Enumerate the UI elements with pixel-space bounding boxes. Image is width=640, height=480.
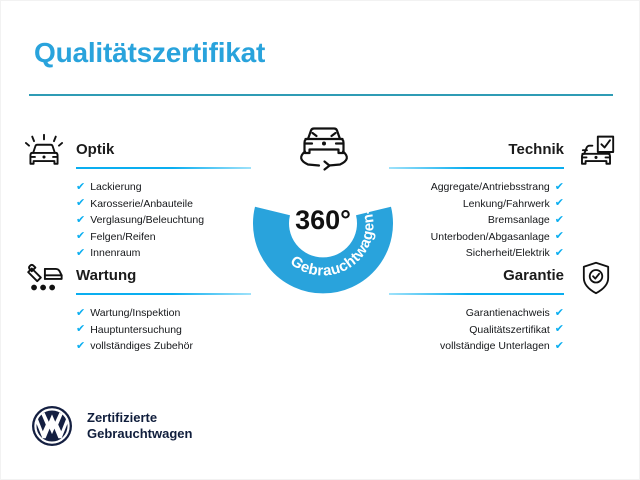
list-item: ✔ Karosserie/Anbauteile — [21, 196, 251, 213]
badge-center-label: 360° — [295, 205, 351, 235]
check-icon: ✔ — [554, 213, 564, 226]
list-item-label: Verglasung/Beleuchtung — [90, 214, 205, 226]
section-garantie: Garantie Garantienachweis ✔ Qualitätszert… — [389, 257, 619, 355]
list-item-label: Wartung/Inspektion — [90, 307, 181, 319]
car-checkbox-icon — [573, 131, 619, 173]
list-item-label: vollständiges Zubehör — [90, 340, 193, 352]
section-title: Technik — [508, 141, 564, 158]
list-item: Sicherheit/Elektrik ✔ — [389, 245, 619, 262]
checklist-wartung: ✔ Wartung/Inspektion ✔ Hauptuntersuchung ✔… — [21, 305, 251, 355]
section-title: Garantie — [503, 267, 564, 284]
list-item: Garantienachweis ✔ — [389, 305, 619, 322]
car-wrench-icon — [21, 257, 67, 299]
check-icon: ✔ — [554, 306, 564, 319]
footer-brand: Zertifizierte Gebrauchtwagen — [31, 405, 192, 447]
section-divider — [389, 293, 564, 295]
list-item: Unterboden/Abgasanlage ✔ — [389, 229, 619, 246]
list-item: ✔ Felgen/Reifen — [21, 229, 251, 246]
check-icon: ✔ — [76, 213, 86, 226]
section-divider — [389, 167, 564, 169]
list-item: ✔ Lackierung — [21, 179, 251, 196]
badge-360-gebrauchtwagen-check: Gebrauchtwagen-Check 360° — [233, 119, 413, 304]
section-title: Optik — [76, 141, 115, 158]
footer-line-1: Zertifizierte — [87, 410, 158, 425]
list-item-label: Garantienachweis — [465, 307, 550, 319]
checklist-optik: ✔ Lackierung ✔ Karosserie/Anbauteile ✔ Verg… — [21, 179, 251, 262]
section-wartung: Wartung ✔ Wartung/Inspektion ✔ Hauptunters… — [21, 257, 251, 355]
list-item-label: vollständige Unterlagen — [440, 340, 550, 352]
check-icon: ✔ — [554, 230, 564, 243]
car-rotate-360-icon — [300, 127, 348, 171]
check-icon: ✔ — [76, 246, 86, 259]
check-icon: ✔ — [554, 246, 564, 259]
list-item: Qualitätszertifikat ✔ — [389, 322, 619, 339]
check-icon: ✔ — [76, 230, 86, 243]
section-header-optik: Optik — [21, 131, 251, 175]
check-icon: ✔ — [76, 323, 86, 336]
header-divider — [29, 94, 613, 96]
list-item: ✔ Hauptuntersuchung — [21, 322, 251, 339]
list-item: ✔ vollständiges Zubehör — [21, 338, 251, 355]
check-icon: ✔ — [76, 180, 86, 193]
list-item-label: Aggregate/Antriebsstrang — [430, 181, 550, 193]
list-item: ✔ Verglasung/Beleuchtung — [21, 212, 251, 229]
badge-ring: Gebrauchtwagen-Check — [252, 154, 393, 294]
list-item-label: Innenraum — [90, 247, 141, 259]
section-technik: Technik Aggregate/Antriebsstrang ✔ Lenkun… — [389, 131, 619, 262]
list-item: Bremsanlage ✔ — [389, 212, 619, 229]
section-divider — [76, 293, 251, 295]
check-icon: ✔ — [76, 197, 86, 210]
section-optik: Optik ✔ Lackierung ✔ Karosserie/Anbauteile… — [21, 131, 251, 262]
list-item: ✔ Innenraum — [21, 245, 251, 262]
section-header-technik: Technik — [389, 131, 619, 175]
list-item-label: Felgen/Reifen — [90, 230, 156, 243]
list-item: Aggregate/Antriebsstrang ✔ — [389, 179, 619, 196]
page-title: Qualitätszertifikat — [34, 37, 266, 68]
footer-line-2: Gebrauchtwagen — [87, 426, 193, 441]
check-icon: ✔ — [554, 339, 564, 352]
footer-brand-text: Zertifizierte Gebrauchtwagen — [87, 410, 192, 442]
section-header-garantie: Garantie — [389, 257, 619, 301]
section-title: Wartung — [76, 267, 137, 284]
checklist-technik: Aggregate/Antriebsstrang ✔ Lenkung/Fahrwe… — [389, 179, 619, 262]
list-item-label: Karosserie/Anbauteile — [90, 197, 193, 210]
list-item-label: Lenkung/Fahrwerk — [462, 197, 550, 210]
list-item-label: Qualitätszertifikat — [469, 323, 550, 336]
list-item: ✔ Wartung/Inspektion — [21, 305, 251, 322]
section-header-wartung: Wartung — [21, 257, 251, 301]
list-item-label: Hauptuntersuchung — [90, 323, 182, 336]
list-item-label: Sicherheit/Elektrik — [465, 247, 550, 259]
list-item-label: Unterboden/Abgasanlage — [430, 230, 550, 243]
check-icon: ✔ — [554, 197, 564, 210]
checklist-garantie: Garantienachweis ✔ Qualitätszertifikat ✔ v… — [389, 305, 619, 355]
check-icon: ✔ — [554, 323, 564, 336]
list-item-label: Bremsanlage — [487, 214, 550, 226]
list-item: vollständige Unterlagen ✔ — [389, 338, 619, 355]
vw-logo-icon — [32, 406, 72, 446]
list-item: Lenkung/Fahrwerk ✔ — [389, 196, 619, 213]
check-icon: ✔ — [76, 339, 86, 352]
check-icon: ✔ — [76, 306, 86, 319]
check-icon: ✔ — [554, 180, 564, 193]
section-divider — [76, 167, 251, 169]
list-item-label: Lackierung — [90, 181, 142, 193]
shield-check-icon — [573, 257, 619, 299]
car-shine-icon — [21, 131, 67, 173]
